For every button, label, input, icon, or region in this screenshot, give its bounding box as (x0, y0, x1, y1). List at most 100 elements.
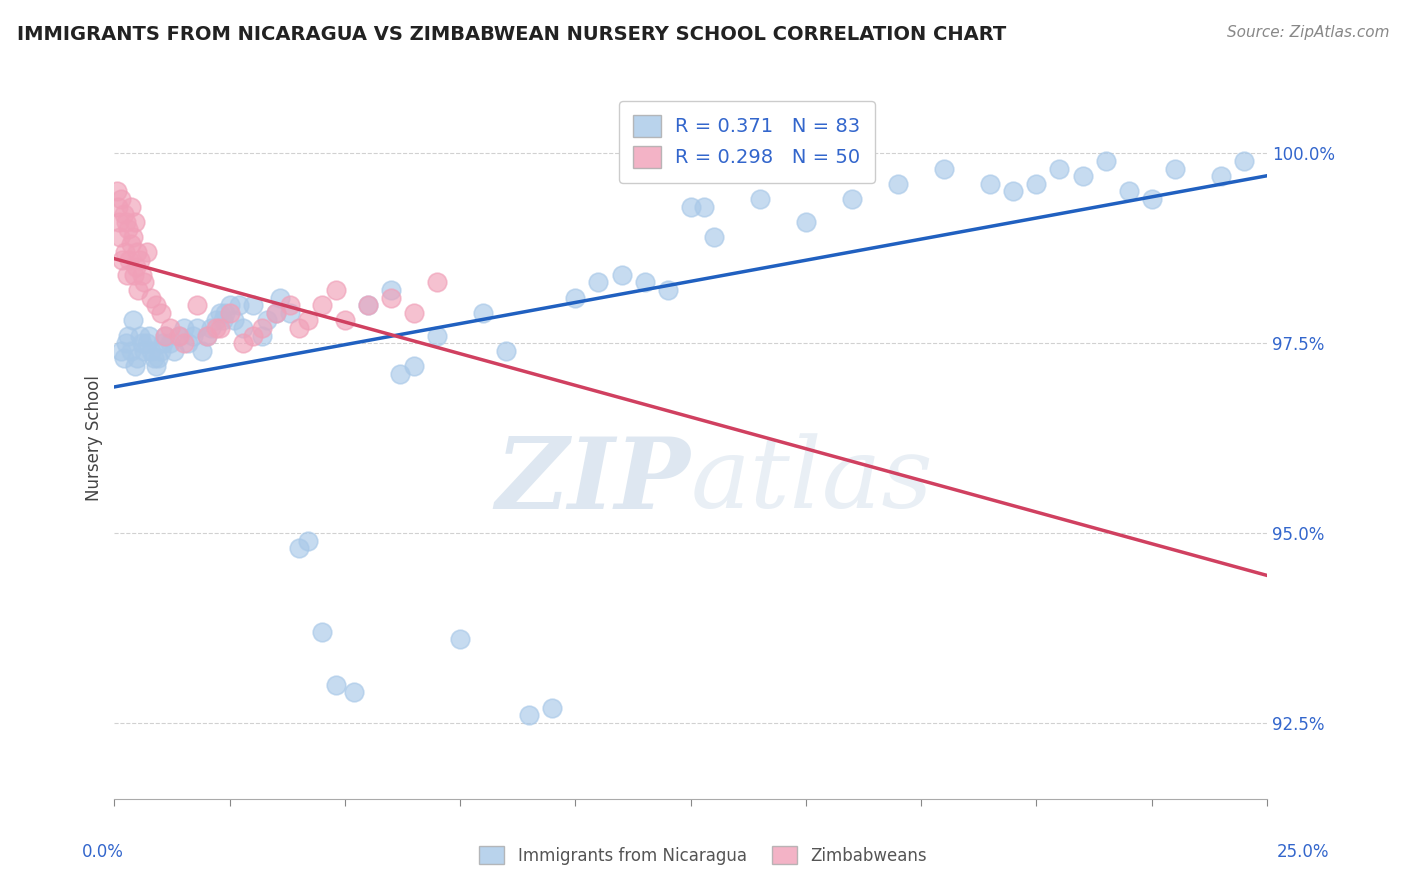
Point (200, 321, 222, 335)
Point (115, 336, 138, 351)
Point (112, 351, 135, 366)
Point (148, 351, 170, 366)
Text: Source: ZipAtlas.com: Source: ZipAtlas.com (1226, 25, 1389, 40)
Point (325, 678, 347, 692)
Point (264, 306, 287, 320)
Point (380, 283, 402, 297)
Point (343, 685, 366, 699)
Point (250, 321, 273, 335)
Point (1025, 177, 1047, 191)
Point (186, 321, 208, 335)
Point (1049, 161, 1071, 176)
Point (209, 306, 232, 320)
Point (131, 336, 153, 351)
Point (218, 306, 240, 320)
Point (117, 222, 139, 236)
Point (679, 200, 702, 214)
Point (121, 230, 143, 244)
Point (934, 161, 956, 176)
Point (541, 700, 564, 714)
Point (278, 306, 301, 320)
Point (124, 359, 146, 373)
Point (357, 298, 380, 312)
Point (128, 328, 150, 343)
Point (122, 268, 145, 282)
Point (1071, 169, 1094, 183)
Point (250, 328, 273, 343)
Legend: R = 0.371   N = 83, R = 0.298   N = 50: R = 0.371 N = 83, R = 0.298 N = 50 (619, 101, 875, 183)
Point (564, 291, 586, 305)
Point (159, 336, 181, 351)
Point (141, 343, 163, 358)
Point (115, 268, 138, 282)
Point (357, 298, 380, 312)
Point (297, 313, 319, 327)
Point (167, 328, 190, 343)
Point (145, 298, 167, 312)
Point (242, 328, 264, 343)
Point (325, 283, 347, 297)
Point (163, 343, 186, 358)
Point (1002, 184, 1025, 198)
Point (269, 291, 291, 305)
Point (128, 252, 150, 267)
Point (657, 283, 679, 297)
Point (402, 359, 425, 373)
Point (264, 306, 287, 320)
Point (111, 252, 134, 267)
Point (118, 252, 141, 267)
Point (138, 328, 160, 343)
Point (121, 313, 143, 327)
Point (121, 237, 143, 252)
Point (1140, 192, 1163, 206)
Point (120, 200, 142, 214)
Point (333, 313, 356, 327)
Point (1233, 153, 1256, 168)
Point (278, 298, 301, 312)
Point (127, 283, 149, 297)
Point (153, 328, 176, 343)
Point (288, 321, 311, 335)
Point (841, 192, 863, 206)
Point (159, 321, 181, 335)
Point (152, 336, 174, 351)
Point (256, 313, 278, 327)
Point (110, 343, 132, 358)
Point (153, 328, 176, 343)
Point (195, 328, 218, 343)
Point (218, 298, 240, 312)
Y-axis label: Nursery School: Nursery School (86, 376, 103, 501)
Point (297, 533, 319, 548)
Point (177, 336, 200, 351)
Point (449, 632, 471, 647)
Point (402, 306, 425, 320)
Point (426, 276, 449, 290)
Point (748, 192, 770, 206)
Point (141, 291, 163, 305)
Point (195, 328, 218, 343)
Legend: Immigrants from Nicaragua, Zimbabweans: Immigrants from Nicaragua, Zimbabweans (471, 838, 935, 873)
Point (135, 336, 157, 351)
Point (228, 298, 250, 312)
Point (1118, 184, 1140, 198)
Point (610, 268, 633, 282)
Point (108, 215, 131, 229)
Point (389, 367, 412, 381)
Point (311, 624, 333, 639)
Point (887, 177, 910, 191)
Text: IMMIGRANTS FROM NICARAGUA VS ZIMBABWEAN NURSERY SCHOOL CORRELATION CHART: IMMIGRANTS FROM NICARAGUA VS ZIMBABWEAN … (17, 25, 1007, 44)
Point (114, 245, 136, 260)
Point (214, 306, 236, 320)
Point (209, 321, 232, 335)
Point (125, 260, 148, 275)
Point (135, 245, 157, 260)
Point (242, 298, 264, 312)
Point (794, 215, 817, 229)
Point (472, 306, 495, 320)
Point (173, 336, 195, 351)
Point (107, 200, 129, 214)
Point (120, 343, 142, 358)
Point (311, 298, 333, 312)
Point (703, 230, 725, 244)
Point (181, 328, 204, 343)
